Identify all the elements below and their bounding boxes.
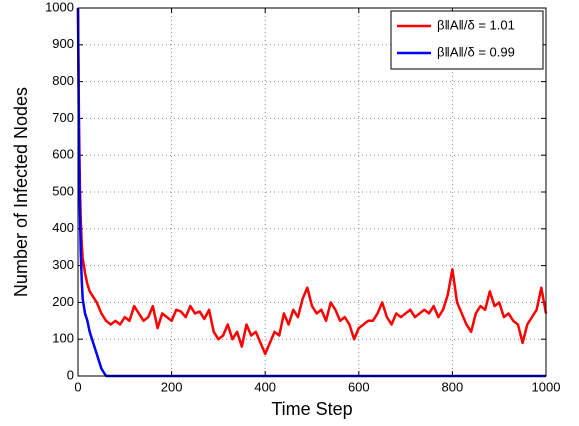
- x-tick-label: 800: [442, 379, 464, 394]
- y-tick-label: 600: [52, 147, 74, 162]
- legend-label: β‖A‖/δ = 1.01: [437, 17, 515, 32]
- y-tick-label: 800: [52, 73, 74, 88]
- y-tick-label: 400: [52, 220, 74, 235]
- x-tick-label: 0: [74, 379, 81, 394]
- y-axis-label: Number of Infected Nodes: [11, 87, 31, 297]
- y-tick-label: 1000: [45, 0, 74, 14]
- y-tick-label: 100: [52, 331, 74, 346]
- x-tick-label: 1000: [532, 379, 561, 394]
- y-tick-label: 0: [67, 367, 74, 382]
- y-tick-label: 700: [52, 110, 74, 125]
- x-tick-label: 600: [348, 379, 370, 394]
- y-tick-label: 200: [52, 294, 74, 309]
- legend-label: β‖A‖/δ = 0.99: [437, 44, 515, 59]
- y-tick-label: 500: [52, 183, 74, 198]
- x-axis-label: Time Step: [271, 399, 352, 419]
- x-tick-label: 400: [254, 379, 276, 394]
- legend-box: [390, 10, 544, 70]
- x-tick-label: 200: [161, 379, 183, 394]
- y-tick-label: 300: [52, 257, 74, 272]
- plot-frame: [77, 7, 547, 377]
- data-line: [76, 7, 548, 356]
- y-tick-label: 900: [52, 36, 74, 51]
